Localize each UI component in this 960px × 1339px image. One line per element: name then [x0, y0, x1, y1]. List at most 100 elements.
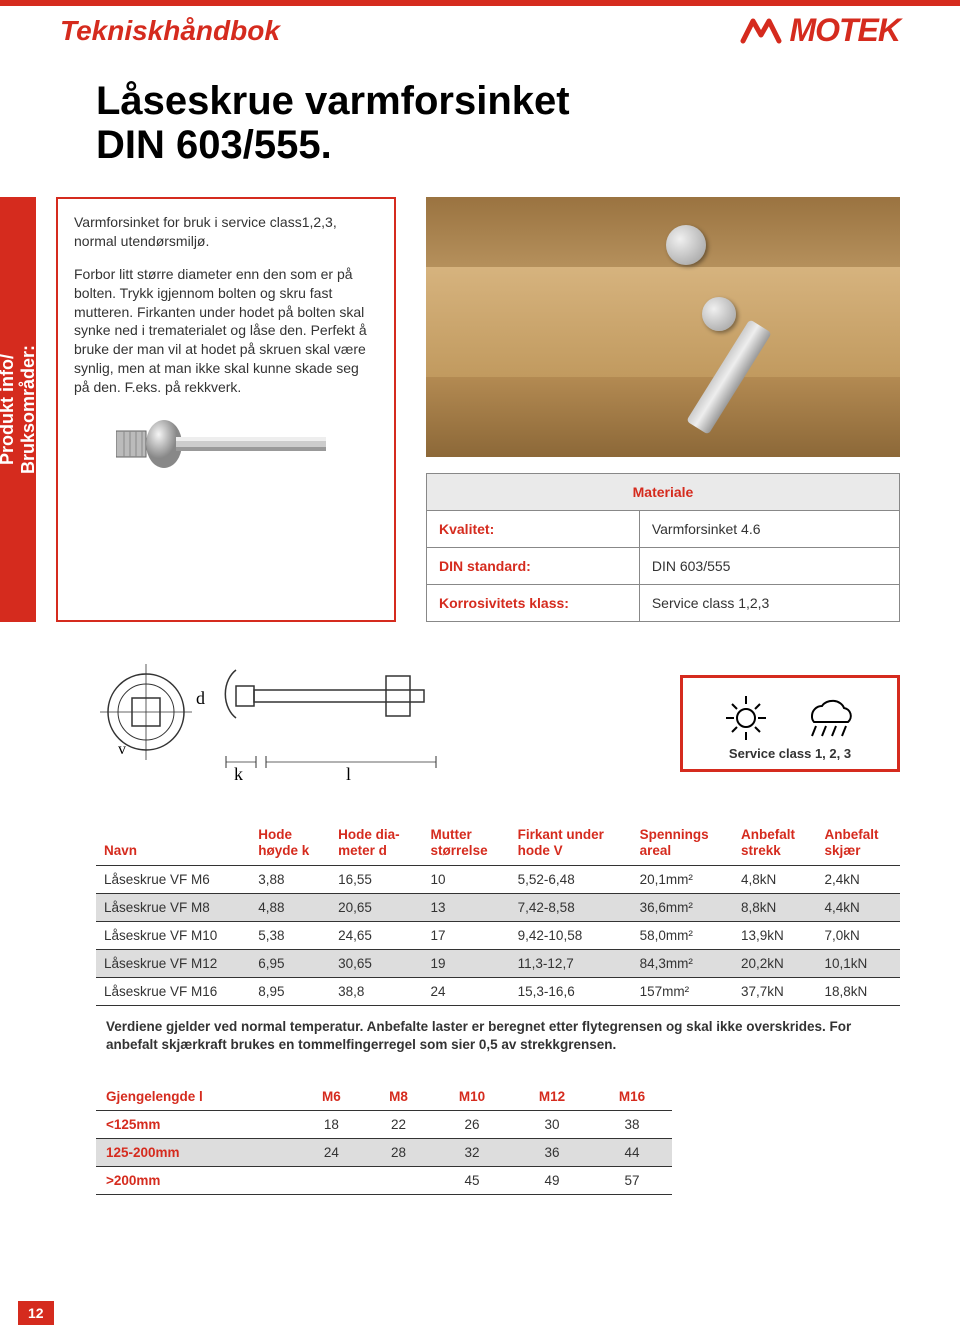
cell: >200mm — [96, 1167, 298, 1195]
cell: Låseskrue VF M12 — [96, 950, 250, 978]
col-header: M16 — [592, 1083, 672, 1111]
cell — [365, 1167, 432, 1195]
application-photo — [426, 197, 900, 457]
cell: 15,3-16,6 — [510, 978, 632, 1006]
cell: 22 — [365, 1111, 432, 1139]
cell: 125-200mm — [96, 1139, 298, 1167]
table-row: Låseskrue VF M105,3824,65179,42-10,5858,… — [96, 922, 900, 950]
cell: 18 — [298, 1111, 365, 1139]
diagram-v: v — [118, 741, 126, 758]
col-header: Anbefalt skjær — [816, 821, 900, 866]
mat-value: DIN 603/555 — [639, 548, 899, 585]
col-header: Gjengelengde l — [96, 1083, 298, 1111]
cell: 36 — [512, 1139, 592, 1167]
cell: Låseskrue VF M8 — [96, 894, 250, 922]
cell: 5,38 — [250, 922, 330, 950]
page-number: 12 — [18, 1301, 54, 1325]
page-title: Låseskrue varmforsinket DIN 603/555. — [0, 59, 960, 197]
cell: 24,65 — [330, 922, 422, 950]
col-header: Anbefalt strekk — [733, 821, 816, 866]
col-header: Spennings areal — [632, 821, 733, 866]
cell: 9,42-10,58 — [510, 922, 632, 950]
service-class-box: Service class 1, 2, 3 — [680, 675, 900, 772]
material-header: Materiale — [427, 474, 900, 511]
table-row: Låseskrue VF M168,9538,82415,3-16,6157mm… — [96, 978, 900, 1006]
handbook-title: Tekniskhåndbok — [60, 15, 280, 47]
description-box: Varmforsinket for bruk i service class1,… — [56, 197, 396, 622]
cell: 36,6mm² — [632, 894, 733, 922]
rain-cloud-icon — [798, 692, 862, 740]
brand-text: MOTEK — [789, 12, 900, 49]
col-header: Hode dia- meter d — [330, 821, 422, 866]
cell: 157mm² — [632, 978, 733, 1006]
cell: 4,88 — [250, 894, 330, 922]
cell: 37,7kN — [733, 978, 816, 1006]
table-row: DIN standard: DIN 603/555 — [427, 548, 900, 585]
weather-icons — [707, 692, 873, 740]
spec-note: Verdiene gjelder ved normal temperatur. … — [0, 1014, 960, 1073]
brand-logo: MOTEK — [739, 12, 900, 49]
col-header: M8 — [365, 1083, 432, 1111]
bolt-product-image — [74, 409, 378, 479]
cell: 7,0kN — [816, 922, 900, 950]
intro-text: Varmforsinket for bruk i service class1,… — [74, 213, 378, 251]
cell: 32 — [432, 1139, 512, 1167]
table-header-row: Navn Hode høyde k Hode dia- meter d Mutt… — [96, 821, 900, 866]
sidebar-label: Produkt info/ Bruksområder: — [0, 197, 36, 622]
cell: 10,1kN — [816, 950, 900, 978]
cell: 45 — [432, 1167, 512, 1195]
cell: 4,8kN — [733, 866, 816, 894]
cell: 49 — [512, 1167, 592, 1195]
cell: 58,0mm² — [632, 922, 733, 950]
mat-key: DIN standard: — [427, 548, 640, 585]
cell: 13 — [423, 894, 510, 922]
diagram-l: l — [346, 764, 351, 784]
mat-value: Varmforsinket 4.6 — [639, 511, 899, 548]
cell: 38 — [592, 1111, 672, 1139]
cell: 18,8kN — [816, 978, 900, 1006]
cell: 24 — [298, 1139, 365, 1167]
cell: 13,9kN — [733, 922, 816, 950]
table-row: Korrosivitets klass: Service class 1,2,3 — [427, 585, 900, 622]
cell: 19 — [423, 950, 510, 978]
body-text: Forbor litt større diameter enn den som … — [74, 265, 378, 397]
mat-key: Kvalitet: — [427, 511, 640, 548]
cell: 6,95 — [250, 950, 330, 978]
content-row: Produkt info/ Bruksområder: Varmforsinke… — [0, 197, 960, 622]
cell: 30,65 — [330, 950, 422, 978]
page: Tekniskhåndbok MOTEK Låseskrue varmforsi… — [0, 0, 960, 1339]
table-row: 125-200mm2428323644 — [96, 1139, 672, 1167]
col-header: Firkant under hode V — [510, 821, 632, 866]
cell: 28 — [365, 1139, 432, 1167]
cell: 57 — [592, 1167, 672, 1195]
right-column: Materiale Kvalitet: Varmforsinket 4.6 DI… — [426, 197, 900, 622]
cell: Låseskrue VF M10 — [96, 922, 250, 950]
mat-key: Korrosivitets klass: — [427, 585, 640, 622]
cell: 84,3mm² — [632, 950, 733, 978]
cell: 5,52-6,48 — [510, 866, 632, 894]
cell — [298, 1167, 365, 1195]
left-column: Produkt info/ Bruksområder: Varmforsinke… — [0, 197, 396, 622]
cell: 30 — [512, 1111, 592, 1139]
col-header: Hode høyde k — [250, 821, 330, 866]
cell: 2,4kN — [816, 866, 900, 894]
cell: 4,4kN — [816, 894, 900, 922]
cell: 17 — [423, 922, 510, 950]
sun-icon — [718, 692, 774, 740]
table-row: <125mm1822263038 — [96, 1111, 672, 1139]
cell: Låseskrue VF M6 — [96, 866, 250, 894]
col-header: Navn — [96, 821, 250, 866]
cell: 7,42-8,58 — [510, 894, 632, 922]
table-row: >200mm 454957 — [96, 1167, 672, 1195]
col-header: M12 — [512, 1083, 592, 1111]
cell: 26 — [432, 1111, 512, 1139]
header: Tekniskhåndbok MOTEK — [0, 6, 960, 59]
cell: 20,1mm² — [632, 866, 733, 894]
table-row: Låseskrue VF M63,8816,55105,52-6,4820,1m… — [96, 866, 900, 894]
cell: 3,88 — [250, 866, 330, 894]
table-row: Låseskrue VF M126,9530,651911,3-12,784,3… — [96, 950, 900, 978]
col-header: M6 — [298, 1083, 365, 1111]
mat-value: Service class 1,2,3 — [639, 585, 899, 622]
table-row: Låseskrue VF M84,8820,65137,42-8,5836,6m… — [96, 894, 900, 922]
table-header-row: Gjengelengde l M6 M8 M10 M12 M16 — [96, 1083, 672, 1111]
